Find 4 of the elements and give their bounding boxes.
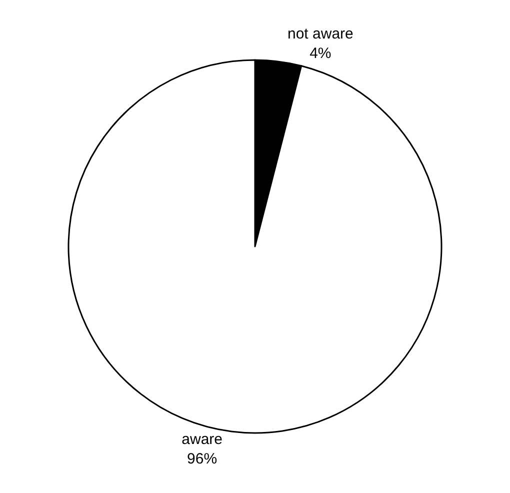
- slice-label: not aware: [288, 25, 354, 42]
- data-label: 96%: [187, 450, 218, 468]
- slice-label: aware: [182, 431, 222, 448]
- data-label: 4%: [310, 44, 332, 62]
